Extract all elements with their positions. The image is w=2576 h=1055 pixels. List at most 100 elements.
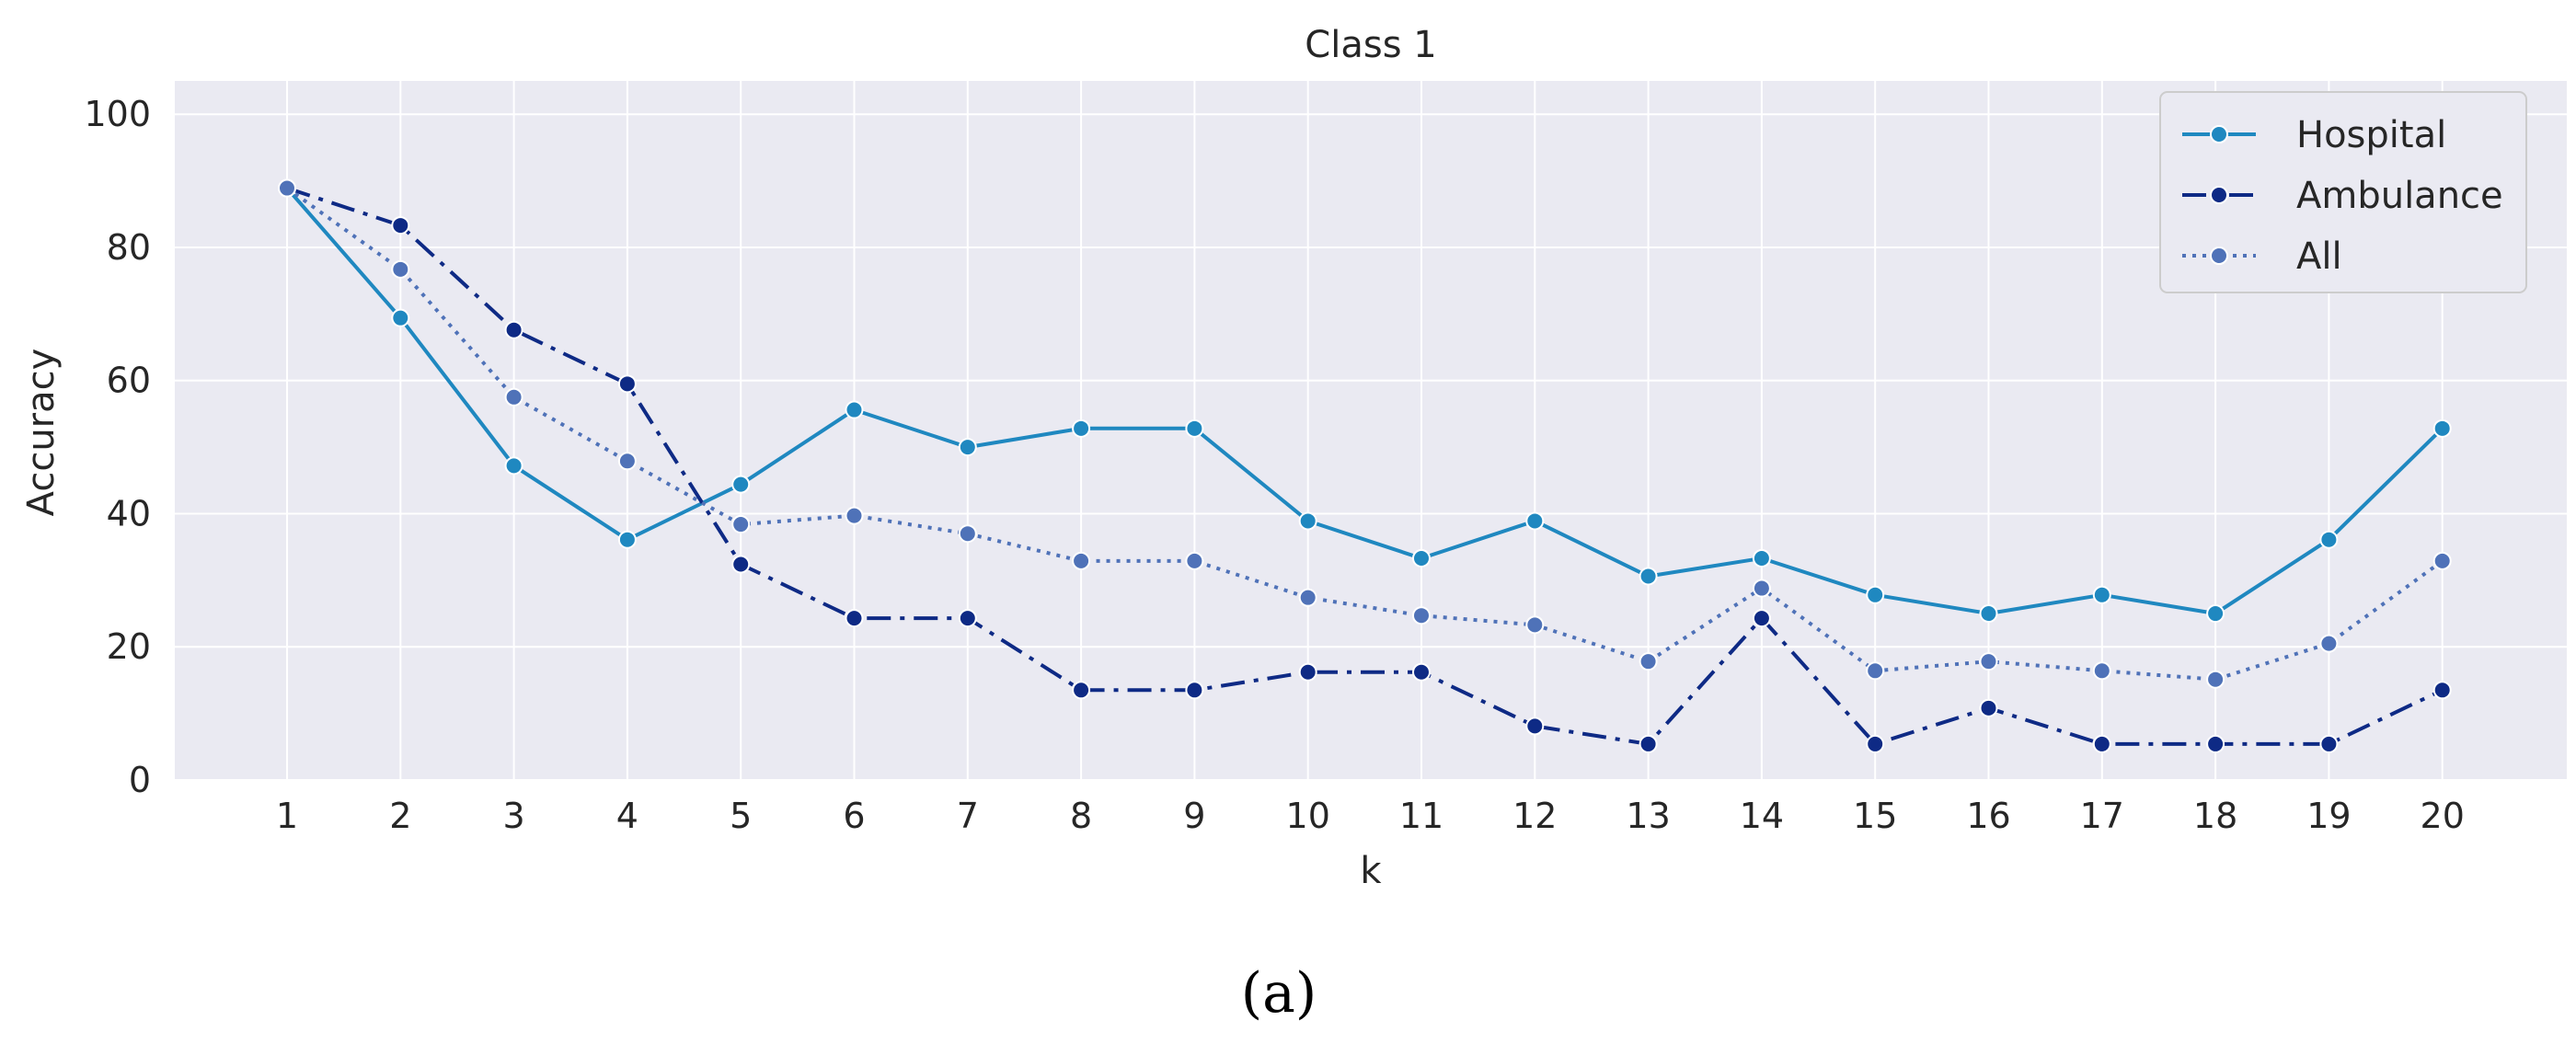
y-tick-label: 100 [84,94,151,134]
data-point [1866,585,1885,604]
data-point [1866,734,1885,753]
data-point [1979,698,1998,717]
x-tick-label: 9 [1183,796,1205,836]
x-tick-label: 15 [1853,796,1897,836]
data-point [1072,419,1091,438]
y-tick-label: 0 [129,760,151,800]
data-point [1979,652,1998,671]
data-point [2432,681,2452,700]
data-point [1185,419,1204,438]
data-point [1298,588,1317,607]
figure-caption: (a) [1241,961,1317,1026]
data-point [2432,551,2452,570]
x-tick-label: 2 [389,796,411,836]
series-line [286,186,2444,746]
x-tick-label: 14 [1740,796,1784,836]
series-all [278,178,2452,689]
data-point [1412,606,1431,625]
data-point [2206,670,2225,689]
data-point [845,400,864,419]
x-tick-label: 19 [2306,796,2351,836]
series-line [285,187,2444,615]
y-axis-label: Accuracy [20,349,63,517]
data-point [391,308,410,327]
legend-marker [2210,247,2228,265]
data-point [1639,652,1658,671]
data-point [504,456,523,476]
data-point [1412,662,1431,682]
data-point [2319,634,2339,653]
legend-box [2159,91,2527,293]
y-tick-label: 80 [107,227,151,268]
x-tick-label: 16 [1966,796,2010,836]
data-point [391,259,410,279]
legend: Hospital Ambulance All [2159,91,2527,293]
data-point [1752,579,1771,598]
data-point [1072,681,1091,700]
data-point [958,524,977,544]
data-point [1298,511,1317,531]
data-point [2092,734,2111,753]
data-point [1298,662,1317,682]
data-point [504,320,523,339]
x-tick-label: 17 [2080,796,2124,836]
data-point [1979,604,1998,624]
data-point [731,555,751,574]
x-tick-label: 3 [503,796,525,836]
data-point [617,452,637,471]
data-point [2092,661,2111,681]
legend-label: Hospital [2296,114,2446,156]
data-point [731,475,751,494]
x-tick-label: 7 [957,796,979,836]
data-point [2092,585,2111,604]
data-point [1525,615,1545,635]
data-point [2206,604,2225,624]
data-point [1752,548,1771,568]
data-point [2206,734,2225,753]
data-point [1752,609,1771,628]
x-tick-label: 12 [1512,796,1557,836]
data-point [1639,567,1658,586]
x-tick-label: 5 [730,796,752,836]
data-point [2319,530,2339,549]
data-point [1072,551,1091,570]
series-line [285,186,2444,682]
y-tick-label: 40 [107,493,151,533]
x-tick-label: 8 [1070,796,1092,836]
x-tick-label: 18 [2193,796,2237,836]
x-tick-label: 6 [843,796,865,836]
legend-label: All [2296,235,2342,278]
x-tick-label: 4 [616,796,638,836]
x-tick-label: 1 [276,796,298,836]
data-point [278,178,296,198]
data-point [2319,734,2339,753]
data-point [958,609,977,628]
data-point [391,216,410,235]
series-hospital [278,178,2452,624]
data-point [617,374,637,394]
data-point [1525,511,1545,531]
x-axis-label: k [1360,850,1382,892]
x-tick-label: 13 [1626,796,1670,836]
data-point [1525,717,1545,736]
data-point [1866,661,1885,681]
data-point [1639,734,1658,753]
legend-marker [2210,186,2228,204]
data-point [1185,681,1204,700]
x-tick-label: 10 [1286,796,1330,836]
data-point [958,438,977,457]
data-point [731,515,751,534]
data-point [845,609,864,628]
data-point [2432,419,2452,438]
series-ambulance [278,178,2452,753]
data-point [617,530,637,549]
x-tick-label: 11 [1399,796,1443,836]
data-point [1412,548,1431,568]
y-tick-label: 20 [107,626,151,667]
data-point [1185,551,1204,570]
y-tick-labels: 0 20 40 60 80 100 [84,94,151,800]
x-tick-label: 20 [2421,796,2465,836]
data-point [845,506,864,525]
chart-title: Class 1 [1305,24,1436,66]
